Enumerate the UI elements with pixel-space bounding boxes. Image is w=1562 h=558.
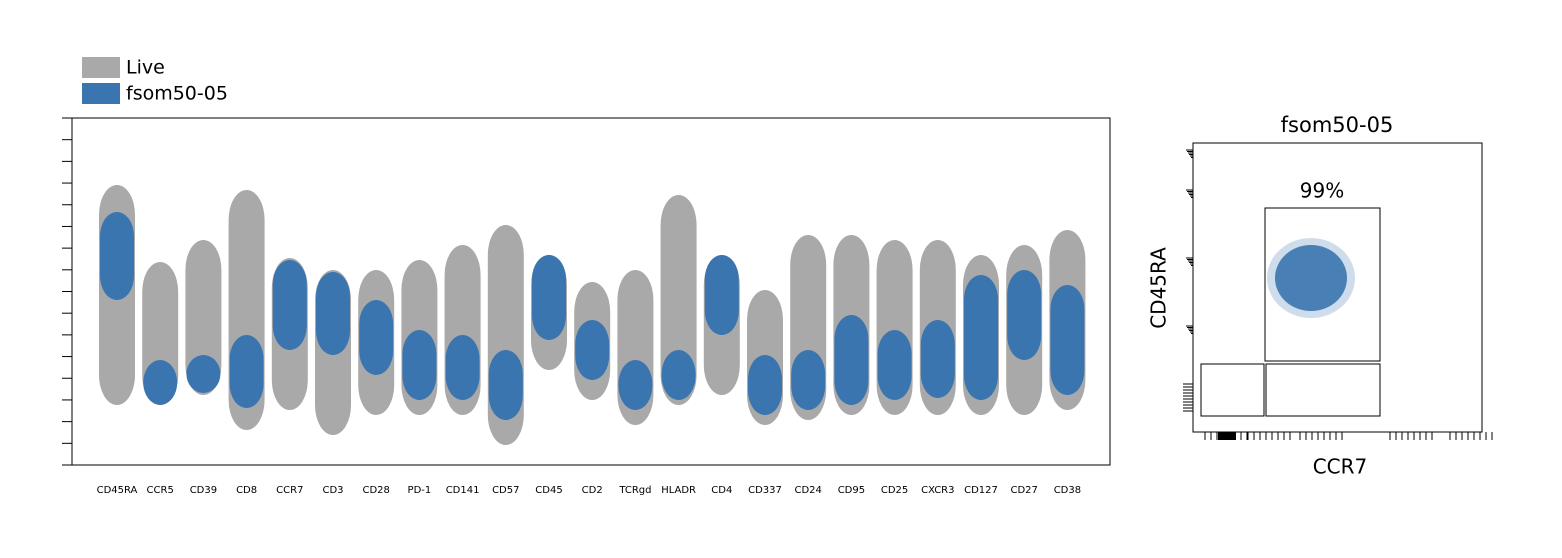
x-tick-label: CD337 xyxy=(748,485,782,496)
population-distribution xyxy=(834,315,869,405)
x-tick-label: CD3 xyxy=(322,485,343,496)
x-axis-label: CCR7 xyxy=(1313,455,1368,479)
population-distribution xyxy=(186,355,221,393)
population-distribution xyxy=(964,275,998,400)
live-distribution xyxy=(660,195,697,405)
population-distribution xyxy=(445,335,480,400)
population-distribution xyxy=(618,360,653,410)
x-tick-label: CCR7 xyxy=(276,485,303,496)
population-distribution xyxy=(402,330,437,400)
x-tick-label: CD38 xyxy=(1054,485,1081,496)
x-tick-label: CD8 xyxy=(236,485,257,496)
population-distribution xyxy=(661,350,696,400)
population-distribution xyxy=(748,355,782,415)
x-tick-label: CD4 xyxy=(711,485,732,496)
x-tick-label: CCR5 xyxy=(147,485,174,496)
population-distribution xyxy=(704,255,739,335)
x-tick-label: CD24 xyxy=(794,485,821,496)
gate xyxy=(1264,207,1381,362)
x-tick-label: CXCR3 xyxy=(921,485,954,496)
legend-swatch xyxy=(82,83,120,104)
cell-cluster-halo xyxy=(1267,238,1355,318)
gate-label: 99% xyxy=(1300,179,1344,203)
legend-label: fsom50-05 xyxy=(126,83,228,105)
population-distribution xyxy=(143,360,178,405)
gate xyxy=(1200,363,1265,417)
gate xyxy=(1265,363,1381,417)
x-tick-label: TCRgd xyxy=(618,485,651,496)
panel-axes xyxy=(1183,149,1493,440)
legend-swatch xyxy=(82,57,120,78)
population-distribution xyxy=(1007,270,1042,360)
population-distribution xyxy=(920,320,955,398)
legend-label: Live xyxy=(126,57,165,79)
population-distribution xyxy=(575,320,610,380)
x-tick-label: CD57 xyxy=(492,485,519,496)
x-tick-label: CD45RA xyxy=(97,485,138,496)
x-tick-label: CD2 xyxy=(582,485,603,496)
population-distribution xyxy=(272,260,307,350)
marker-distributions xyxy=(99,185,1086,445)
x-tick-label: CD45 xyxy=(535,485,562,496)
population-distribution xyxy=(1050,285,1085,395)
x-tick-label: CD127 xyxy=(964,485,998,496)
panel-title: fsom50-05 xyxy=(1281,113,1394,137)
population-distribution xyxy=(488,350,523,420)
x-tick-label: HLADR xyxy=(661,485,696,496)
population-distribution xyxy=(100,212,134,300)
x-tick-label: CD39 xyxy=(190,485,217,496)
population-distribution xyxy=(229,335,264,408)
cell-cluster xyxy=(1275,245,1347,311)
x-axis: CD45RA CCR5 CD39 CD8 CCR7 CD3 CD28 PD-1 CD141 CD5… xyxy=(97,485,1082,496)
population-distribution xyxy=(359,300,394,375)
population-distribution xyxy=(316,272,350,355)
x-tick-label: CD28 xyxy=(362,485,389,496)
x-tick-cluster xyxy=(1218,432,1236,440)
y-axis-label: CD45RA xyxy=(1147,247,1171,329)
x-tick-label: CD25 xyxy=(881,485,908,496)
x-tick-label: CD141 xyxy=(446,485,480,496)
population-distribution xyxy=(791,350,826,410)
x-tick-label: CD95 xyxy=(838,485,865,496)
population-distribution xyxy=(877,330,912,400)
x-tick-label: CD27 xyxy=(1010,485,1037,496)
panel-frame xyxy=(1192,142,1483,433)
x-tick-label: PD-1 xyxy=(408,485,432,496)
live-distribution xyxy=(185,240,222,395)
y-axis xyxy=(62,117,72,466)
population-distribution xyxy=(532,255,566,340)
